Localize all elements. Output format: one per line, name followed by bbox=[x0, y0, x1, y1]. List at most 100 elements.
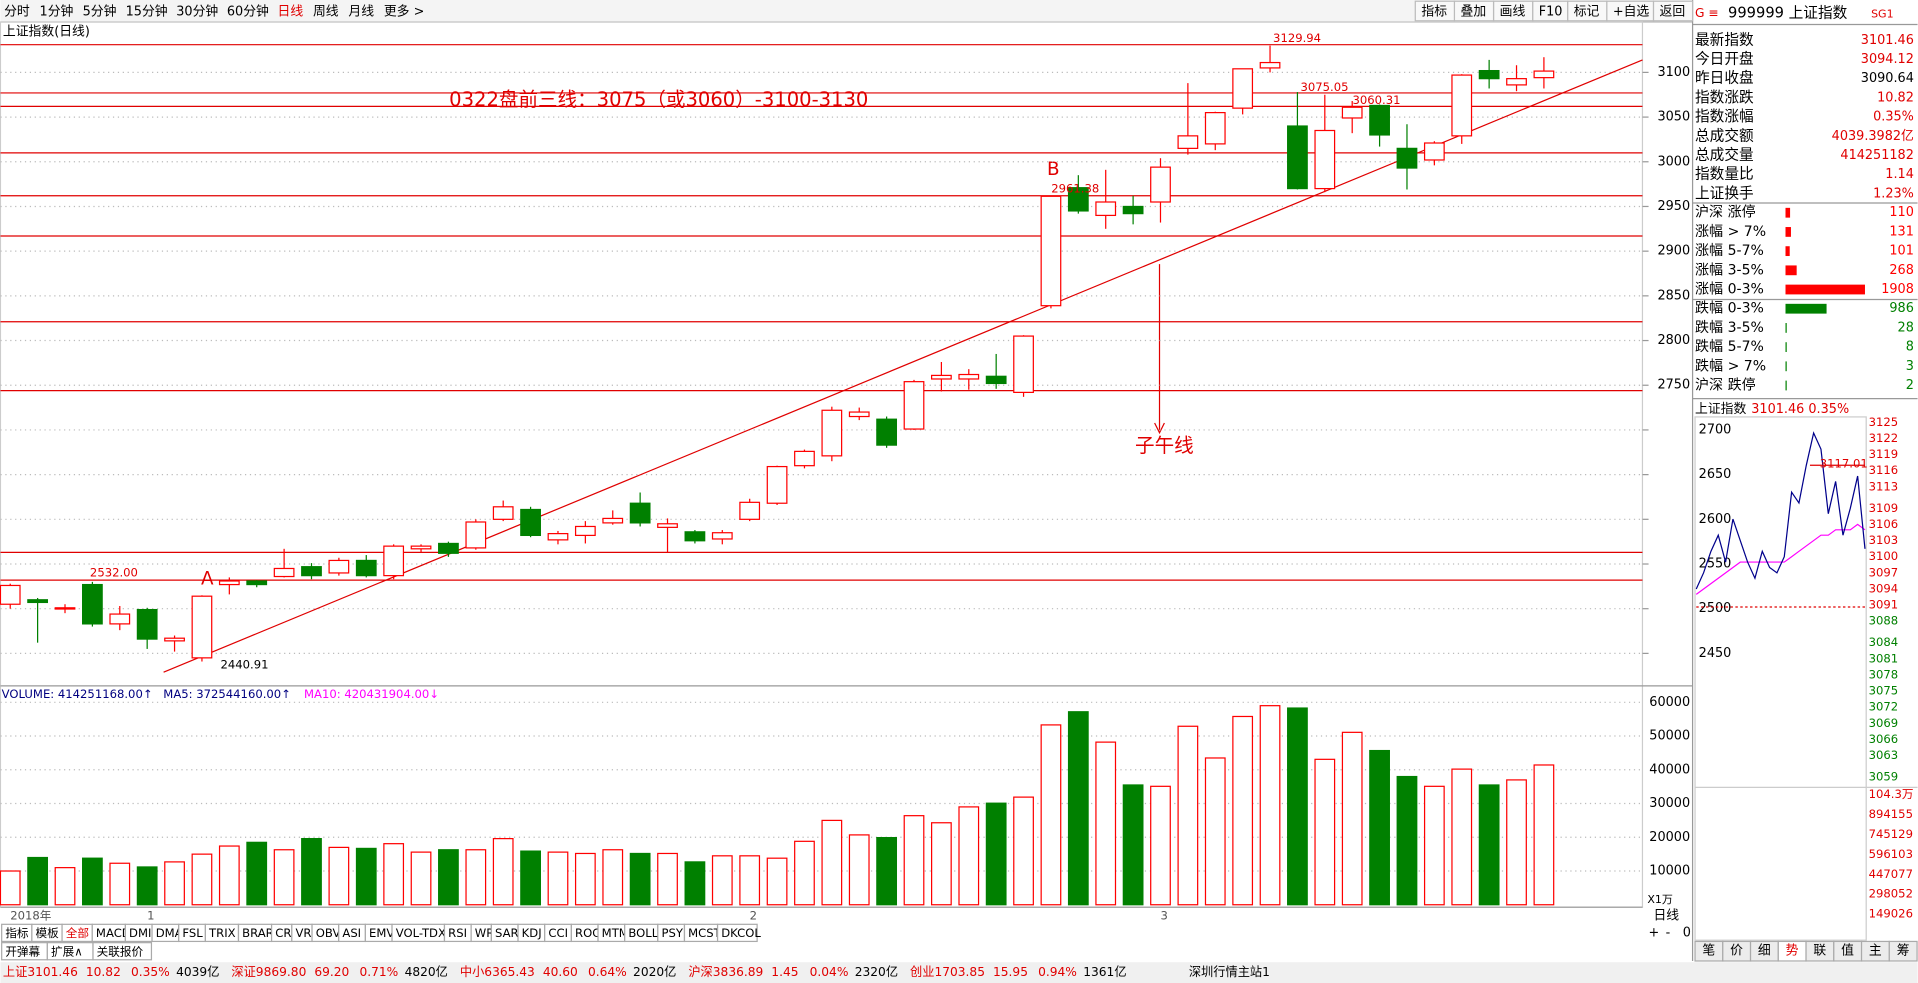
toolbar-button-label[interactable]: 叠加 bbox=[1461, 5, 1487, 20]
breadth-label: 跌幅 > 7% bbox=[1695, 358, 1766, 374]
toolbar-button-label[interactable]: +自选 bbox=[1613, 5, 1650, 20]
toolbar-button-label[interactable]: 返回 bbox=[1660, 5, 1686, 20]
panel-tab[interactable] bbox=[1888, 940, 1918, 962]
indicator-tab-label[interactable]: DMI bbox=[129, 926, 151, 940]
zoom-button[interactable]: - bbox=[1666, 925, 1671, 940]
panel-tab-label[interactable]: 笔 bbox=[1702, 943, 1715, 959]
status-item: 沪深3836.89 bbox=[688, 965, 763, 979]
indicator-tab-label[interactable]: CCI bbox=[548, 926, 568, 940]
candle-body bbox=[1095, 201, 1117, 217]
zoom-button[interactable]: 0 bbox=[1683, 925, 1691, 940]
toolbar-button-label[interactable]: 指标 bbox=[1421, 5, 1447, 20]
period-tab[interactable]: 5分钟 bbox=[83, 4, 117, 20]
volume-bar bbox=[164, 861, 185, 906]
avg-line bbox=[1695, 523, 1866, 595]
toolbar-button-label[interactable]: F10 bbox=[1539, 5, 1563, 20]
candle-body bbox=[794, 450, 815, 467]
quote-label: 指数涨跌 bbox=[1695, 89, 1754, 106]
period-tab[interactable]: 15分钟 bbox=[126, 4, 168, 20]
volume-bar bbox=[109, 862, 131, 906]
indicator-tab-label[interactable]: 指标 bbox=[5, 926, 29, 940]
period-tab[interactable]: 周线 bbox=[313, 5, 339, 20]
indicator-tab-label[interactable]: SAR bbox=[495, 926, 519, 940]
volume-bar bbox=[1478, 784, 1500, 906]
volume-bar bbox=[1095, 741, 1117, 906]
toolbar-button-label[interactable]: 标记 bbox=[1574, 5, 1600, 20]
candle-body bbox=[0, 584, 21, 605]
indicator-tab-label[interactable]: KDJ bbox=[522, 926, 542, 940]
quote-label: 指数量比 bbox=[1695, 166, 1754, 183]
indicator-tab-label[interactable]: FSL bbox=[182, 926, 203, 940]
breadth-label: 涨幅 0-3% bbox=[1695, 282, 1764, 298]
indicator-tab-label[interactable]: 全部 bbox=[66, 926, 89, 940]
intraday-vol-tick: 894155 bbox=[1869, 807, 1913, 821]
candle-body bbox=[739, 501, 761, 520]
period-tab[interactable]: 60分钟 bbox=[227, 4, 269, 20]
panel-tab-label[interactable]: 细 bbox=[1758, 944, 1771, 959]
indicator-tab-label[interactable]: VR bbox=[295, 926, 311, 940]
period-tab[interactable]: 1分钟 bbox=[40, 4, 74, 20]
period-tab[interactable]: 分时 bbox=[4, 5, 30, 20]
intraday-tick-label: 3116 bbox=[1869, 463, 1899, 477]
intraday-title: 上证指数 bbox=[1695, 402, 1746, 417]
volume-bar bbox=[711, 855, 733, 906]
candle-body bbox=[273, 567, 295, 578]
indicator-tab-label[interactable]: PSY bbox=[661, 926, 683, 940]
volume-bar bbox=[931, 822, 952, 906]
panel-tab-label[interactable]: 主 bbox=[1869, 944, 1882, 959]
period-tab[interactable]: 更多 > bbox=[384, 5, 424, 20]
zoom-button[interactable]: + bbox=[1649, 925, 1660, 940]
indicator-tab-label[interactable]: ROC bbox=[575, 926, 600, 940]
panel-tab-label[interactable]: 势 bbox=[1786, 943, 1799, 959]
panel-tab-label[interactable]: 联 bbox=[1813, 944, 1826, 959]
intraday-vol-tick: 298052 bbox=[1869, 887, 1913, 901]
breadth-value: 986 bbox=[1889, 301, 1914, 316]
indicator-tab-label[interactable]: BOLL bbox=[628, 926, 658, 940]
price-label: 2961.38 bbox=[1051, 181, 1099, 195]
indicator-tab[interactable] bbox=[716, 923, 758, 943]
status-item: 创业1703.85 bbox=[910, 965, 985, 979]
volume-bar bbox=[328, 846, 350, 906]
volume-bar bbox=[1122, 784, 1144, 906]
row2-tab-label[interactable]: 关联报价 bbox=[97, 944, 144, 958]
indicator-tab-label[interactable]: WR bbox=[475, 926, 495, 940]
panel-tab-label[interactable]: 筹 bbox=[1897, 943, 1910, 959]
volume-bar bbox=[1423, 785, 1445, 906]
indicator-tab-label[interactable]: ASI bbox=[342, 926, 361, 940]
candle-body bbox=[574, 525, 596, 537]
indicator-tab-label[interactable]: CR bbox=[275, 926, 291, 940]
toolbar-button[interactable] bbox=[1414, 0, 1456, 22]
meridian-label: 子午线 bbox=[1135, 434, 1194, 457]
candle-body bbox=[465, 521, 487, 549]
indicator-tab-label[interactable]: TRIX bbox=[208, 926, 236, 940]
row2-tab-label[interactable]: 开弹幕 bbox=[5, 944, 40, 958]
volume-bar bbox=[1013, 796, 1034, 906]
indicator-tab-label[interactable]: 模板 bbox=[36, 926, 60, 940]
indicator-tab-label[interactable]: DMA bbox=[156, 926, 183, 940]
candle-body bbox=[958, 373, 980, 380]
indicator-tab-label[interactable]: MACD bbox=[96, 926, 131, 940]
candle-body bbox=[602, 517, 624, 524]
indicator-tab-label[interactable]: MCST bbox=[688, 926, 721, 940]
toolbar-button-label[interactable]: 画线 bbox=[1500, 5, 1526, 20]
breadth-value: 2 bbox=[1906, 378, 1914, 393]
period-tab[interactable]: 日线 bbox=[278, 5, 304, 20]
indicator-tab-label[interactable]: DKCOL bbox=[721, 926, 761, 940]
panel-tab-label[interactable]: 值 bbox=[1841, 943, 1854, 959]
candle-body bbox=[1232, 68, 1254, 109]
indicator-tab-label[interactable]: RSI bbox=[448, 926, 467, 940]
volume-bar bbox=[821, 819, 843, 906]
indicator-tab-label[interactable]: EMV bbox=[369, 926, 394, 940]
indicator-tab-label[interactable]: MTM bbox=[602, 926, 629, 940]
row2-tab[interactable] bbox=[92, 942, 153, 961]
intraday-last: 3101.46 0.35% bbox=[1751, 402, 1849, 417]
volume-bar bbox=[766, 857, 788, 906]
indicator-tab-label[interactable]: VOL-TDX bbox=[396, 926, 446, 940]
panel-tab-label[interactable]: 价 bbox=[1730, 944, 1743, 959]
indicator-tab-label[interactable]: BRAR bbox=[242, 926, 274, 940]
period-tab[interactable]: 30分钟 bbox=[176, 4, 218, 20]
period-tab[interactable]: 月线 bbox=[348, 5, 374, 20]
indicator-tab-label[interactable]: OBV bbox=[316, 926, 341, 940]
candle-body bbox=[1150, 166, 1171, 203]
row2-tab-label[interactable]: 扩展∧ bbox=[51, 944, 83, 958]
